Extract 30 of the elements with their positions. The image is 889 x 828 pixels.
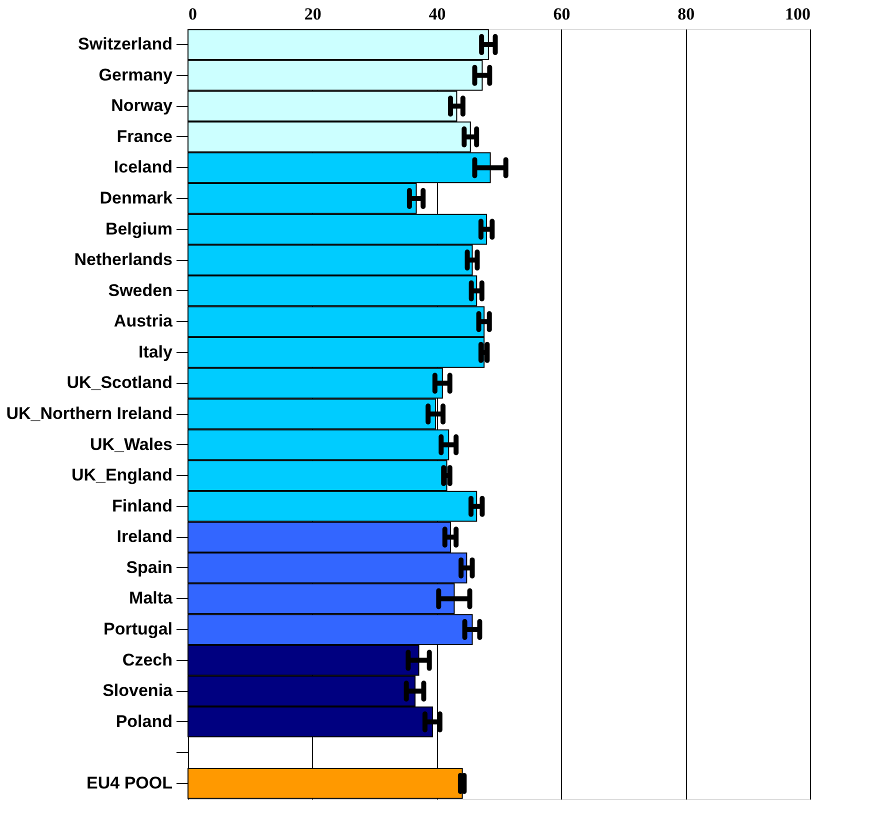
- y-tick-label: Slovenia: [102, 681, 174, 700]
- y-tick-label: Iceland: [114, 158, 172, 177]
- y-tick-label: Sweden: [108, 280, 172, 300]
- y-tick-label: Malta: [129, 588, 174, 608]
- y-tick-label: Portugal: [104, 620, 172, 639]
- x-tick-label: 40: [428, 4, 446, 24]
- y-tick-label: Finland: [112, 496, 172, 516]
- y-tick-label: UK_Northern Ireland: [6, 404, 172, 423]
- y-tick-label: UK_Wales: [90, 434, 172, 454]
- y-tick-label: Germany: [98, 65, 174, 84]
- y-tick-label: Belgium: [105, 219, 172, 238]
- y-tick-label: Czech: [122, 650, 172, 670]
- x-tick-label: 0: [188, 4, 197, 24]
- x-tick-label: 80: [678, 4, 695, 24]
- y-tick-label: Italy: [138, 342, 174, 362]
- y-tick-label: UK_Scotland: [66, 373, 172, 392]
- y-tick-label: Switzerland: [78, 34, 172, 54]
- y-tick-label: Ireland: [116, 527, 172, 546]
- y-tick-label: Norway: [111, 96, 174, 116]
- x-tick-label: 60: [553, 4, 570, 24]
- y-tick-label: Spain: [126, 558, 172, 577]
- y-tick-label: France: [116, 126, 172, 146]
- y-tick-label: EU4 POOL: [86, 773, 172, 792]
- x-tick-label: 100: [785, 4, 810, 24]
- y-tick-label: Denmark: [100, 188, 174, 208]
- x-tick-label: 20: [304, 4, 322, 24]
- y-tick-label: Poland: [116, 712, 172, 731]
- y-tick-label: Netherlands: [74, 250, 172, 270]
- y-tick-label: UK_England: [71, 466, 172, 485]
- y-tick-label: Austria: [114, 312, 174, 331]
